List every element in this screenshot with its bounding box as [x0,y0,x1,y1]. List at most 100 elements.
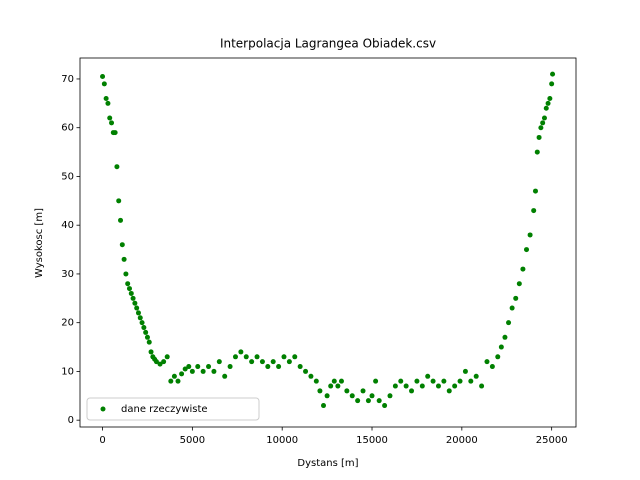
y-tick-label: 50 [61,171,74,182]
data-point [468,378,474,384]
x-tick-label: 20000 [446,435,478,446]
data-point [227,364,233,370]
data-point [355,398,361,404]
data-point [376,398,382,404]
data-point [182,366,188,372]
x-tick-label: 25000 [536,435,568,446]
data-point [446,388,452,394]
data-point [435,383,441,389]
data-point [153,359,159,365]
data-point [409,388,415,394]
data-point [171,373,177,379]
data-point [128,290,134,296]
data-point [441,378,447,384]
data-point [473,373,479,379]
data-point [125,281,131,287]
data-point [387,393,393,399]
data-point [168,378,174,384]
legend-box [86,397,260,421]
data-point [164,354,170,360]
data-point [103,95,109,101]
data-point [195,364,201,370]
data-point [232,354,238,360]
data-point [179,371,185,377]
legend-marker [100,406,106,412]
data-point [479,383,485,389]
data-point [249,359,255,365]
data-point [286,359,292,365]
data-point [328,383,334,389]
data-point [331,378,337,384]
data-point [123,271,129,277]
data-point [119,242,125,248]
data-point [349,393,355,399]
data-point [259,359,265,365]
data-point [547,95,553,101]
data-point [365,398,371,404]
data-point [513,295,519,301]
data-point [206,364,212,370]
data-point [403,383,409,389]
data-point [109,120,115,126]
data-point [536,134,542,140]
data-point [105,100,111,106]
y-tick-label: 10 [61,366,74,377]
data-point [419,383,425,389]
data-point [146,339,152,345]
data-point [534,149,540,155]
data-point [502,334,508,340]
data-point [265,364,271,370]
data-point [126,286,132,292]
x-tick-label: 5000 [180,435,205,446]
data-point [116,198,122,204]
data-point [281,354,287,360]
data-point [392,383,398,389]
y-tick-label: 20 [61,318,74,329]
y-tick-label: 30 [61,269,74,280]
data-point [101,81,107,87]
data-point [130,295,136,301]
data-point [457,378,463,384]
data-point [303,368,309,374]
data-point [430,378,436,384]
data-point [118,217,124,223]
data-point [254,354,260,360]
data-point [132,300,138,306]
data-point [321,403,327,409]
data-point [532,188,538,194]
data-point [139,320,145,326]
axes-frame [79,57,577,428]
data-point [189,368,195,374]
data-point [549,81,555,87]
data-point [414,378,420,384]
data-point [545,100,551,106]
data-point [243,354,249,360]
data-point [531,208,537,214]
data-point [550,71,556,77]
data-point [317,388,323,394]
data-point [141,325,147,331]
data-point [398,378,404,384]
data-point [382,403,388,409]
data-point [335,383,341,389]
data-point [516,281,522,287]
data-point [495,354,501,360]
data-point [484,359,490,365]
data-point [543,105,549,111]
data-point [238,349,244,355]
y-tick-label: 70 [61,74,74,85]
data-point [161,359,167,365]
data-point [506,320,512,326]
data-point [107,115,113,121]
data-point [452,383,458,389]
chart-title: Interpolacja Lagrangea Obiadek.csv [220,37,436,51]
data-point [527,232,533,238]
data-point [112,130,118,136]
data-point [143,329,149,335]
data-point [324,393,330,399]
data-point [121,256,127,262]
data-point [369,393,375,399]
data-point [541,115,547,121]
y-tick-label: 0 [68,415,74,426]
y-axis-label: Wysokosc [m] [34,208,45,278]
